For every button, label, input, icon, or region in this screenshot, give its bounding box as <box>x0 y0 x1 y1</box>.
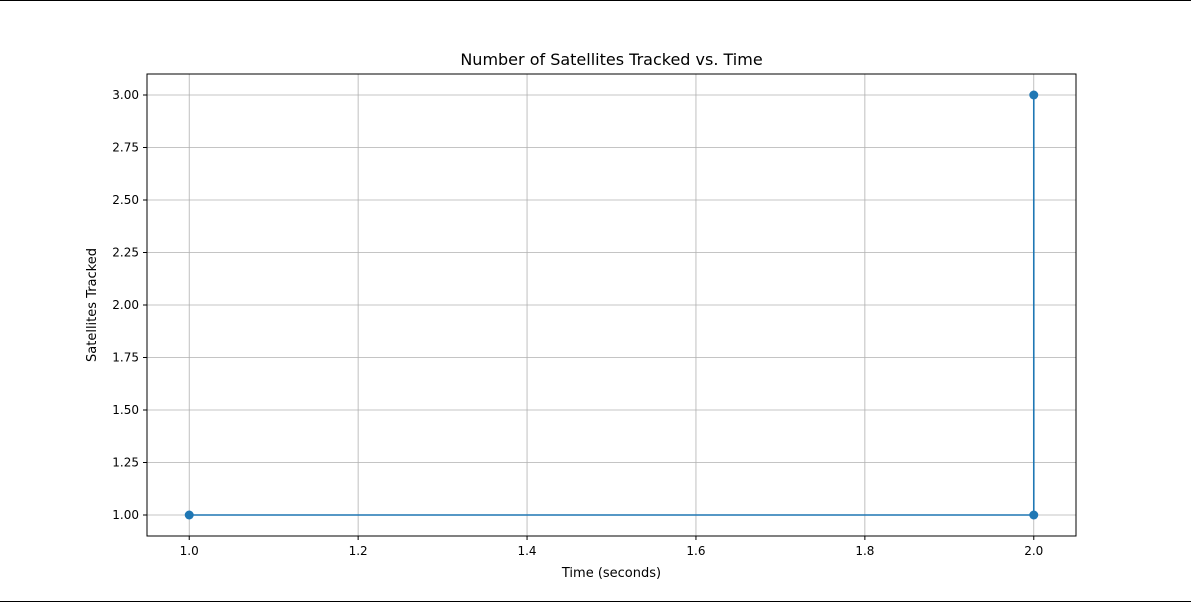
y-tick-label: 1.50 <box>112 403 139 417</box>
y-tick-label: 2.75 <box>112 141 139 155</box>
x-tick-label: 1.8 <box>855 544 874 558</box>
y-tick-label: 3.00 <box>112 88 139 102</box>
y-tick-label: 1.25 <box>112 456 139 470</box>
grid <box>147 74 1076 536</box>
x-axis-label: Time (seconds) <box>561 566 661 581</box>
data-point <box>1029 90 1039 100</box>
chart-title: Number of Satellites Tracked vs. Time <box>460 50 762 69</box>
y-tick-label: 2.50 <box>112 193 139 207</box>
data-point <box>184 510 194 520</box>
y-tick-label: 2.00 <box>112 298 139 312</box>
data-point <box>1029 510 1039 520</box>
series-layer <box>184 90 1039 520</box>
x-tick-label: 2.0 <box>1024 544 1043 558</box>
x-tick-label: 1.4 <box>517 544 536 558</box>
x-tick-label: 1.2 <box>349 544 368 558</box>
y-axis-label: Satellites Tracked <box>85 248 100 362</box>
x-tick-label: 1.6 <box>686 544 705 558</box>
x-tick-label: 1.0 <box>180 544 199 558</box>
y-tick-label: 1.00 <box>112 508 139 522</box>
ticks: 1.0 1.2 1.4 1.6 1.8 2.0 1.00 1.25 1.50 1.75 2.00 2.… <box>112 88 1043 558</box>
y-tick-label: 2.25 <box>112 246 139 260</box>
y-tick-label: 1.75 <box>112 351 139 365</box>
